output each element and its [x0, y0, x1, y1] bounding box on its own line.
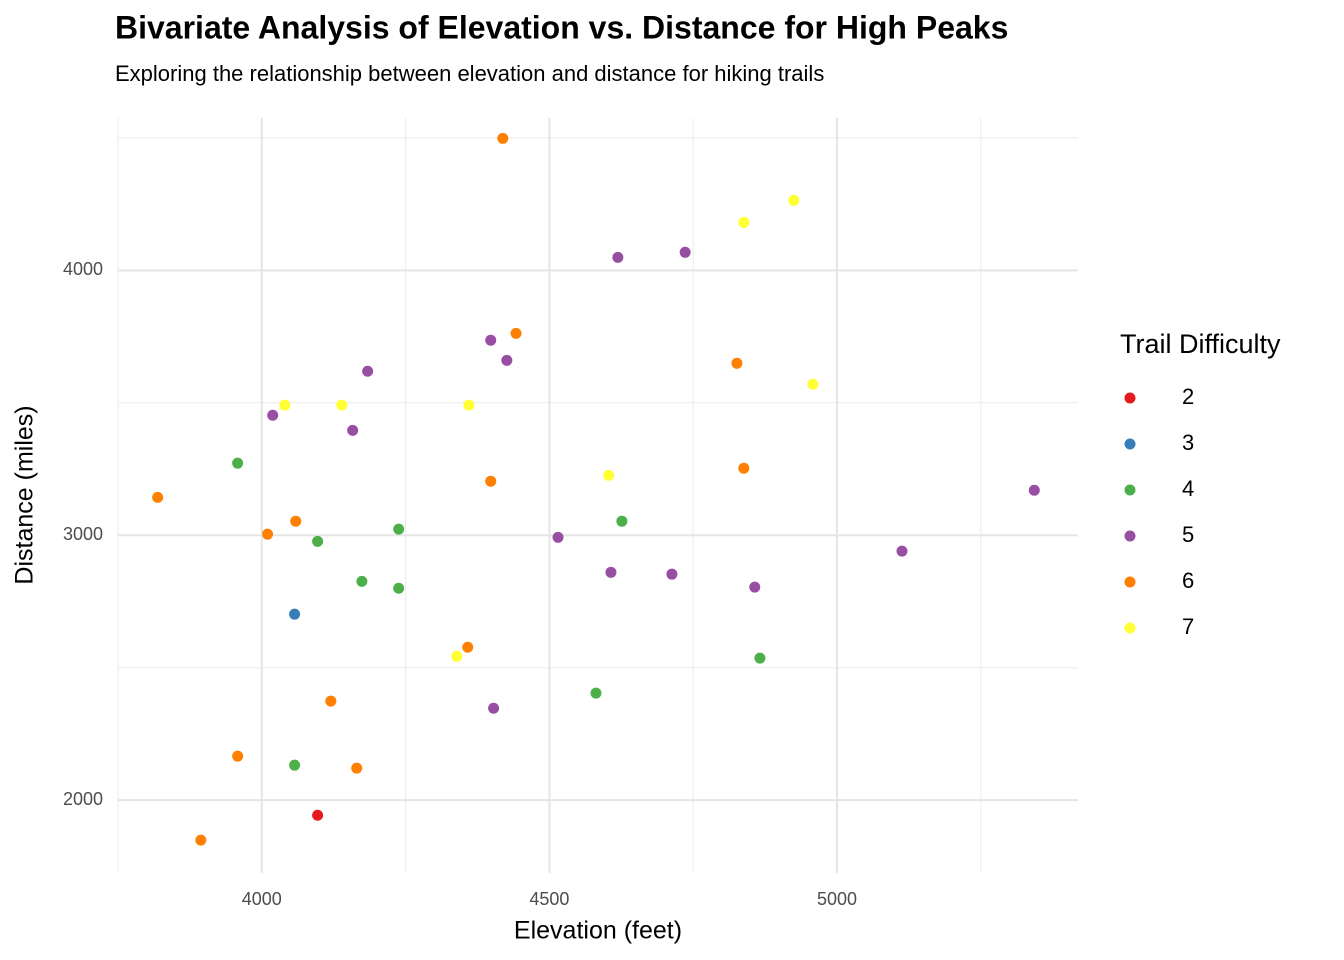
point: [267, 409, 279, 421]
point: [393, 582, 405, 594]
point: [393, 523, 405, 535]
y-tick-label: 3000: [63, 524, 103, 544]
point: [603, 469, 615, 481]
point: [497, 132, 509, 144]
point: [488, 702, 500, 714]
point: [362, 365, 374, 377]
legend-label: 6: [1182, 568, 1194, 593]
point: [325, 695, 337, 707]
point: [195, 834, 207, 846]
point: [1028, 484, 1040, 496]
point: [351, 762, 363, 774]
point: [451, 650, 463, 662]
legend-marker: [1124, 576, 1136, 588]
legend-marker: [1124, 484, 1136, 496]
legend-marker: [1124, 392, 1136, 404]
point: [666, 568, 678, 580]
point: [289, 759, 301, 771]
legend-label: 3: [1182, 430, 1194, 455]
y-tick-label: 2000: [63, 789, 103, 809]
point: [510, 327, 522, 339]
point: [290, 515, 302, 527]
point: [807, 378, 819, 390]
point: [749, 581, 761, 593]
x-axis-label: Elevation (feet): [514, 917, 682, 945]
chart-subtitle: Exploring the relationship between eleva…: [115, 61, 824, 86]
point: [279, 399, 291, 411]
legend-label: 7: [1182, 614, 1194, 639]
legend-title: Trail Difficulty: [1120, 329, 1281, 359]
point: [356, 575, 368, 587]
point: [788, 194, 800, 206]
legend-label: 2: [1182, 384, 1194, 409]
point: [616, 515, 628, 527]
legend-marker: [1124, 438, 1136, 450]
point: [731, 357, 743, 369]
point: [289, 608, 301, 620]
chart-title: Bivariate Analysis of Elevation vs. Dist…: [115, 9, 1008, 45]
point: [312, 535, 324, 547]
point: [262, 528, 274, 540]
point: [463, 399, 475, 411]
point: [552, 531, 564, 543]
y-tick-label: 4000: [63, 259, 103, 279]
point: [896, 545, 908, 557]
y-axis-label: Distance (miles): [11, 405, 39, 584]
point: [590, 687, 602, 699]
legend-marker: [1124, 622, 1136, 634]
point: [462, 641, 474, 653]
legend-label: 5: [1182, 522, 1194, 547]
point: [612, 251, 624, 263]
x-tick-label: 4000: [242, 889, 282, 909]
point: [232, 750, 244, 762]
legend-marker: [1124, 530, 1136, 542]
point: [485, 475, 497, 487]
point: [485, 334, 497, 346]
point: [679, 246, 691, 258]
point: [501, 354, 513, 366]
point: [336, 399, 348, 411]
legend-label: 4: [1182, 476, 1194, 501]
point: [232, 457, 244, 469]
x-tick-label: 4500: [529, 889, 569, 909]
point: [754, 652, 766, 664]
point: [347, 424, 359, 436]
point: [738, 462, 750, 474]
point: [312, 809, 324, 821]
x-tick-label: 5000: [817, 889, 857, 909]
point: [152, 491, 164, 503]
point: [738, 216, 750, 228]
point: [605, 566, 617, 578]
